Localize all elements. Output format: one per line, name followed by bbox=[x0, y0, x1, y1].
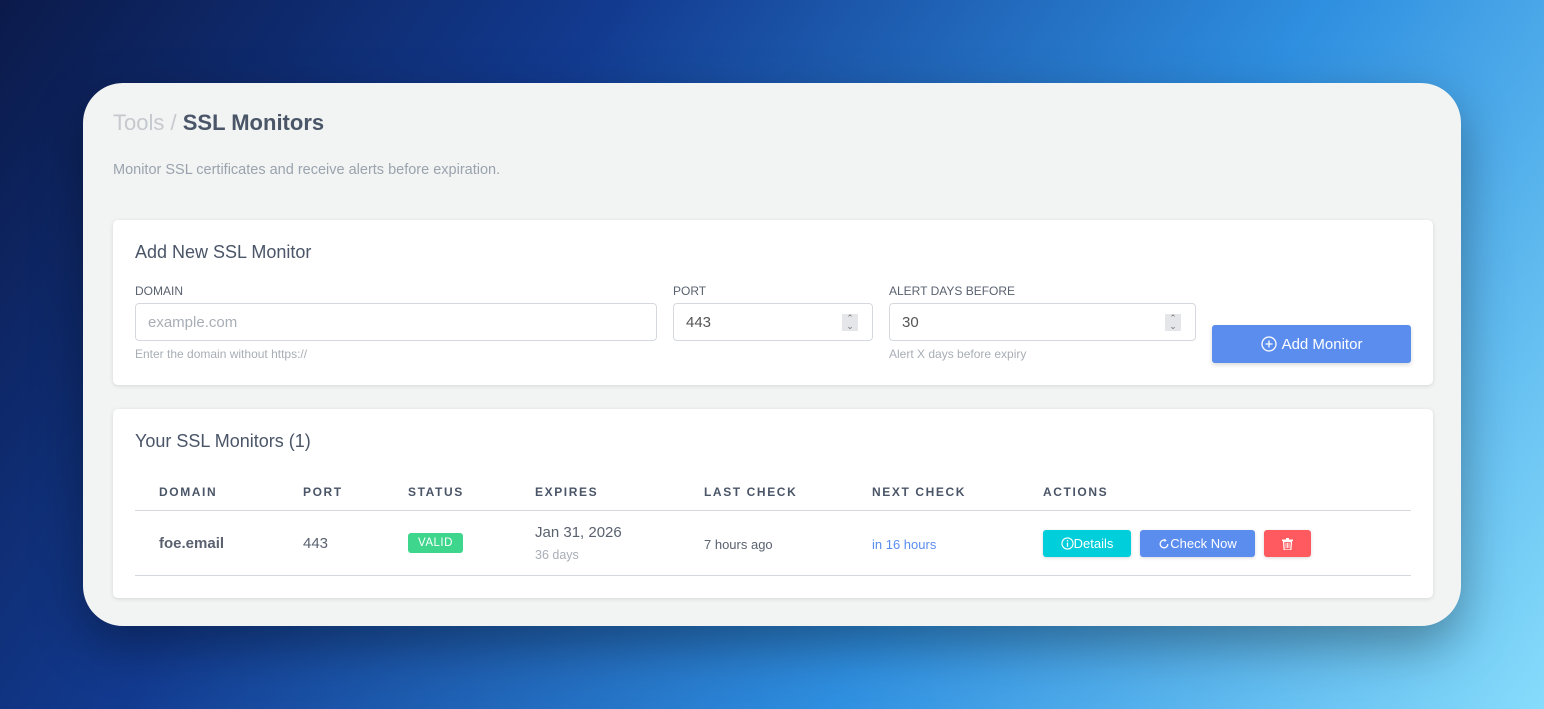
card-title: Your SSL Monitors (1) bbox=[135, 431, 311, 451]
port-label: PORT bbox=[673, 284, 707, 298]
domain-input[interactable]: example.com bbox=[135, 303, 657, 341]
row-last-check: 7 hours ago bbox=[704, 537, 773, 552]
info-icon bbox=[1060, 537, 1074, 550]
breadcrumb-separator: / bbox=[170, 110, 177, 135]
port-input[interactable]: 443 ⌃ ⌄ bbox=[673, 303, 873, 341]
port-stepper-icon[interactable]: ⌃ ⌄ bbox=[842, 314, 858, 331]
row-expires: Jan 31, 2026 bbox=[535, 524, 622, 541]
row-expires-in: 36 days bbox=[535, 548, 579, 562]
alert-days-label: ALERT DAYS BEFORE bbox=[889, 284, 1016, 298]
header-divider bbox=[135, 510, 1411, 511]
add-monitor-card: Add New SSL Monitor DOMAIN example.com E… bbox=[113, 220, 1433, 385]
delete-button[interactable] bbox=[1264, 530, 1311, 557]
row-port: 443 bbox=[303, 535, 329, 552]
column-header-domain: DOMAIN bbox=[159, 485, 218, 499]
trash-icon bbox=[1282, 537, 1293, 550]
row-next-check: in 16 hours bbox=[872, 537, 937, 552]
domain-label: DOMAIN bbox=[135, 284, 183, 298]
refresh-icon bbox=[1159, 538, 1169, 548]
column-header-status: STATUS bbox=[408, 485, 464, 499]
page-title: SSL Monitors bbox=[182, 110, 325, 135]
column-header-actions: ACTIONS bbox=[1043, 485, 1109, 499]
column-header-expires: EXPIRES bbox=[535, 485, 599, 499]
details-button[interactable]: Details bbox=[1043, 530, 1131, 557]
row-domain: foe.email bbox=[159, 535, 225, 552]
domain-help: Enter the domain without https:// bbox=[135, 347, 308, 361]
app-window: Tools / SSL Monitors Monitor SSL certifi… bbox=[83, 83, 1461, 626]
breadcrumb: Tools / SSL Monitors bbox=[113, 110, 324, 136]
alert-days-help: Alert X days before expiry bbox=[889, 347, 1027, 361]
add-monitor-button[interactable]: Add Monitor bbox=[1212, 325, 1411, 363]
check-now-label: Check Now bbox=[1170, 536, 1237, 551]
breadcrumb-parent[interactable]: Tools bbox=[113, 110, 165, 135]
alert-days-input[interactable]: 30 ⌃ ⌄ bbox=[889, 303, 1196, 341]
alert-days-value: 30 bbox=[902, 314, 919, 331]
card-title: Add New SSL Monitor bbox=[135, 242, 312, 262]
add-monitor-label: Add Monitor bbox=[1281, 335, 1363, 353]
status-badge: VALID bbox=[408, 533, 463, 553]
details-label: Details bbox=[1073, 536, 1114, 551]
column-header-next-check: NEXT CHECK bbox=[872, 485, 967, 499]
port-value: 443 bbox=[686, 314, 712, 331]
page-subtitle: Monitor SSL certificates and receive ale… bbox=[113, 162, 501, 178]
column-header-last-check: LAST CHECK bbox=[704, 485, 798, 499]
alert-days-stepper-icon[interactable]: ⌃ ⌄ bbox=[1165, 314, 1181, 331]
column-header-port: PORT bbox=[303, 485, 343, 499]
plus-circle-icon bbox=[1260, 336, 1277, 352]
row-divider bbox=[135, 575, 1411, 576]
monitors-card: Your SSL Monitors (1) DOMAIN PORT STATUS… bbox=[113, 409, 1433, 598]
check-now-button[interactable]: Check Now bbox=[1140, 530, 1255, 557]
